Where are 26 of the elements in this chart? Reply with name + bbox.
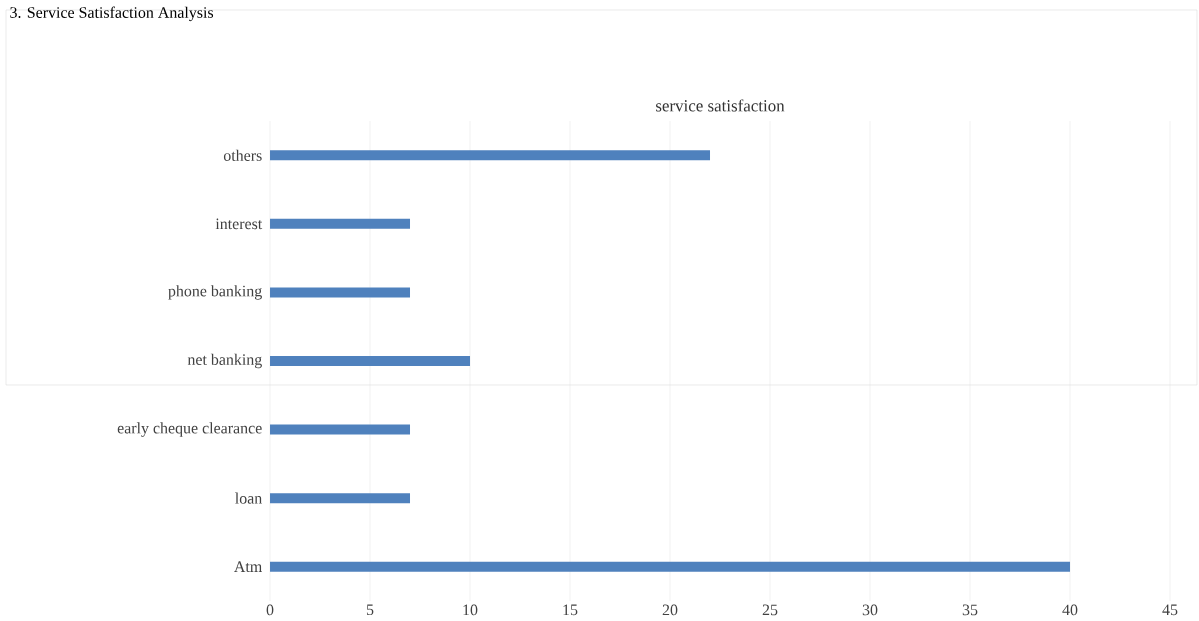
x-tick-label: 10 [463, 604, 478, 616]
text: 3. Service Satisfaction Analysis [10, 6, 214, 22]
bar [270, 287, 411, 298]
y-tick-label: others [223, 149, 262, 161]
x-tick-label: 35 [962, 604, 978, 616]
y-tick-label: net banking [187, 353, 262, 369]
bar [270, 424, 411, 435]
y-tick-label: phone banking [168, 285, 262, 300]
bar [270, 561, 1071, 572]
bar [270, 493, 411, 504]
x-tick-label: 45 [1162, 604, 1178, 616]
x-tick-label: 15 [563, 604, 578, 616]
x-tick-label: 5 [366, 604, 374, 616]
x-tick-label: 20 [662, 604, 678, 616]
y-tick-label: loan [235, 492, 263, 504]
x-tick-label: 30 [862, 604, 878, 616]
y-tick-label: interest [215, 218, 263, 230]
y-tick-label: Atm [234, 561, 262, 573]
bar [270, 355, 471, 366]
x-tick-label: 25 [762, 604, 778, 616]
x-tick-label: 0 [266, 604, 274, 616]
bar [270, 150, 711, 161]
x-tick-label: 40 [1062, 604, 1078, 616]
bar [270, 218, 411, 229]
y-tick-label: early cheque clearance [117, 422, 262, 437]
chart-title: service satisfaction [656, 99, 785, 112]
